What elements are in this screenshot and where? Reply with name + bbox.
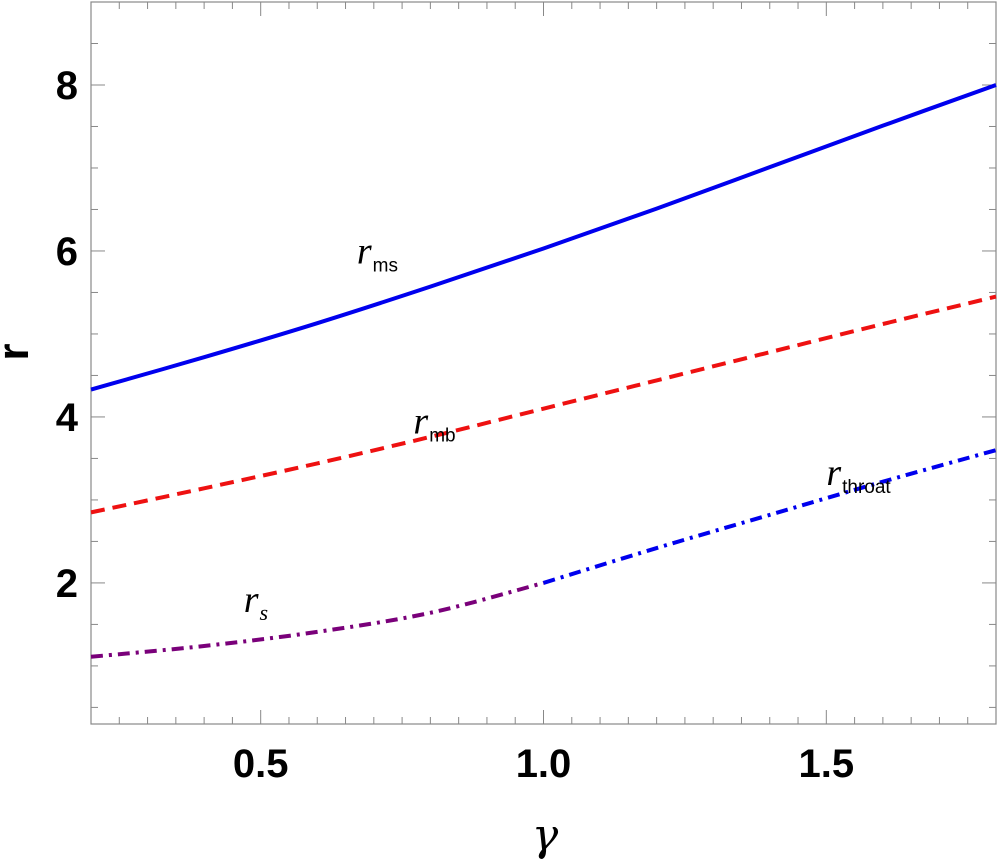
y-tick-label: 4 [56, 396, 79, 440]
x-axis-title: γ [532, 810, 559, 861]
series-rs-line [90, 580, 545, 659]
plot-frame [90, 1, 997, 725]
x-tick-label: 0.5 [233, 742, 289, 786]
label-rms: rms [357, 230, 398, 276]
x-tick-label: 1.5 [799, 742, 855, 786]
y-tick-label: 2 [56, 562, 78, 606]
label-rs: rs [244, 579, 268, 625]
x-tick-label: 1.0 [516, 742, 572, 786]
y-axis-title: r [0, 343, 38, 360]
series-rms-line [90, 83, 997, 392]
annotations: rms rmb rthroat rs [244, 230, 892, 625]
series-lines [90, 83, 997, 659]
series-rthroat-line [542, 448, 997, 585]
axis-ticks: 0.5 1.0 1.5 2 4 6 8 [56, 1, 997, 786]
label-rmb: rmb [413, 401, 455, 447]
y-tick-label: 8 [56, 64, 78, 108]
series-rmb-line [90, 294, 997, 515]
label-rthroat: rthroat [826, 452, 891, 498]
y-tick-label: 6 [56, 230, 78, 274]
plot-border [90, 1, 997, 725]
